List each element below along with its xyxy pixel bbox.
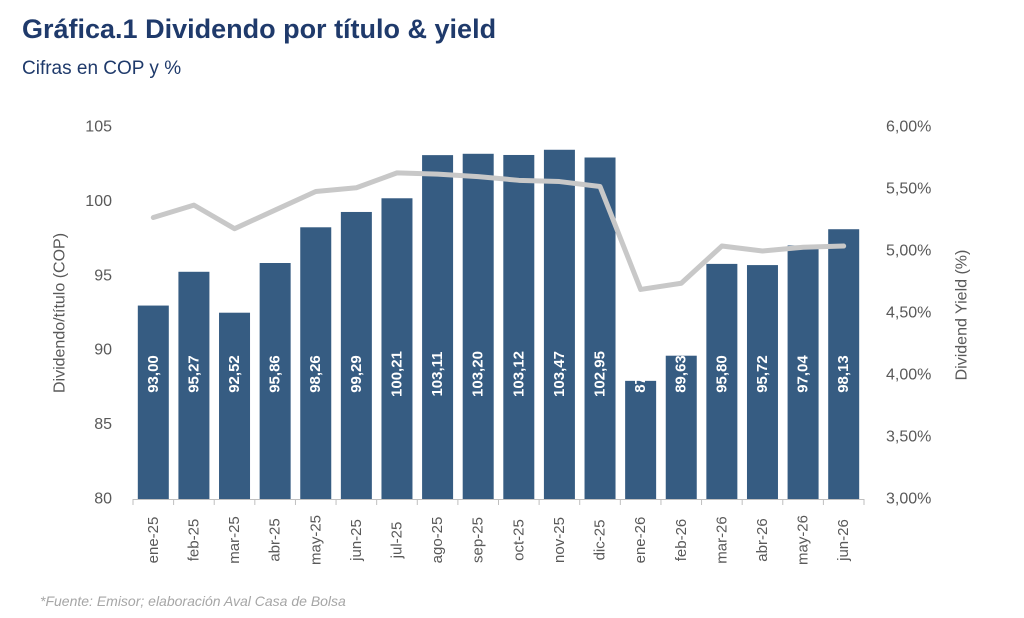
x-tick-label: jun-25 [348, 519, 365, 562]
x-tick-label: jul-25 [388, 522, 405, 560]
y-right-tick-label: 5,00% [886, 243, 931, 260]
bar-value-label: 95,27 [185, 355, 202, 393]
bar-ene-26 [625, 380, 657, 499]
bar-ago-25 [422, 155, 454, 499]
y-right-tick-label: 6,00% [886, 119, 931, 136]
bar-abr-25 [259, 263, 291, 499]
bar-ene-25 [137, 305, 169, 499]
x-tick-label: mar-25 [226, 516, 243, 564]
y-left-tick-label: 100 [85, 193, 112, 210]
source-note: *Fuente: Emisor; elaboración Aval Casa d… [40, 593, 346, 609]
bar-jun-26 [828, 229, 860, 500]
y-right-tick-label: 4,50% [886, 305, 931, 322]
x-tick-label: nov-25 [551, 517, 568, 563]
x-tick-label: ene-26 [632, 517, 649, 564]
x-tick-label: ene-25 [145, 517, 162, 564]
bar-value-label: 92,52 [226, 355, 243, 393]
y-left-tick-label: 90 [94, 342, 112, 359]
bar-value-label: 95,72 [754, 355, 771, 393]
bar-feb-26 [665, 355, 697, 499]
bar-sep-25 [462, 153, 494, 499]
y-right-tick-label: 3,50% [886, 429, 931, 446]
bar-value-label: 97,04 [795, 355, 812, 393]
bar-value-label: 103,20 [470, 351, 487, 397]
bar-value-label: 103,11 [429, 351, 446, 396]
bar-value-label: 98,26 [307, 355, 324, 393]
chart-subtitle: Cifras en COP y % [22, 58, 182, 79]
bars-layer: 93,00 95,27 92,52 95,86 98,26 99,29 100,21 103,… [137, 149, 860, 500]
bar-nov-25 [543, 149, 575, 499]
bar-may-25 [300, 227, 332, 499]
x-tick-label: feb-26 [673, 519, 690, 562]
bar-may-26 [787, 245, 819, 499]
bar-value-label: 103,12 [510, 351, 527, 397]
y-right-tick-label: 5,50% [886, 181, 931, 198]
y-right-axis-title: Dividend Yield (%) [954, 250, 971, 381]
y-left-tick-label: 85 [94, 416, 112, 433]
x-tick-label: jun-26 [835, 519, 852, 562]
bar-value-label: 95,80 [713, 355, 730, 393]
bar-jun-25 [340, 211, 372, 500]
x-tick-label: dic-25 [592, 520, 609, 561]
x-tick-label: feb-25 [185, 519, 202, 562]
x-tick-label: ago-25 [429, 517, 446, 564]
bar-oct-25 [503, 154, 535, 499]
x-tick-label: mar-26 [713, 516, 730, 564]
bar-jul-25 [381, 198, 413, 499]
bar-mar-25 [219, 312, 251, 499]
bar-mar-26 [706, 263, 738, 499]
bar-value-label: 100,21 [388, 351, 405, 397]
y-right-tick-label: 4,00% [886, 367, 931, 384]
yield-line [150, 170, 847, 292]
x-tick-label: may-26 [795, 515, 812, 565]
bar-value-label: 93,00 [145, 355, 162, 393]
x-tick-label: may-25 [307, 515, 324, 565]
axes-layer: ene-25 feb-25 mar-25 abr-25 may-25 jun-25 jul-… [52, 119, 971, 566]
bar-feb-25 [178, 271, 210, 499]
x-tick-label: abr-26 [754, 518, 771, 561]
bar-value-label: 87,94 [632, 355, 649, 393]
y-left-tick-label: 80 [94, 491, 112, 508]
x-tick-label: abr-25 [267, 518, 284, 561]
bar-value-label: 102,95 [592, 351, 609, 397]
y-left-tick-label: 105 [85, 119, 112, 136]
y-right-tick-label: 3,00% [886, 491, 931, 508]
chart-title: Gráfica.1 Dividendo por título & yield [22, 14, 497, 44]
x-tick-label: sep-25 [470, 517, 487, 563]
bar-value-label: 99,29 [348, 355, 365, 393]
bar-value-label: 103,47 [551, 351, 568, 397]
bar-abr-26 [746, 265, 778, 499]
bar-value-label: 98,13 [835, 355, 852, 393]
bar-value-label: 95,86 [267, 355, 284, 393]
y-left-axis-title: Dividendo/título (COP) [52, 233, 69, 393]
yield-line-layer [150, 170, 847, 292]
y-left-tick-label: 95 [94, 267, 112, 284]
bar-value-label: 89,63 [673, 355, 690, 393]
x-tick-label: oct-25 [510, 519, 527, 561]
